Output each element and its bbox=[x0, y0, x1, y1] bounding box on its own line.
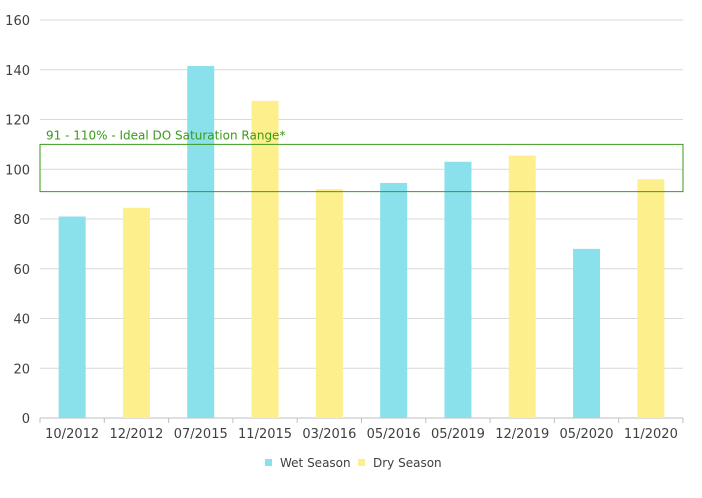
bar-12-2012 bbox=[122, 207, 150, 418]
y-tick-label: 100 bbox=[5, 163, 30, 178]
bar-05-2019 bbox=[444, 161, 472, 418]
ideal-range-label: 91 - 110% - Ideal DO Saturation Range* bbox=[46, 128, 285, 142]
legend: Wet Season Dry Season bbox=[265, 456, 442, 470]
y-tick-label: 80 bbox=[13, 213, 30, 228]
y-tick-label: 20 bbox=[13, 362, 30, 377]
x-tick-label: 12/2012 bbox=[109, 427, 163, 442]
x-tick-label: 03/2016 bbox=[302, 427, 356, 442]
ideal-range-annotation: 91 - 110% - Ideal DO Saturation Range* bbox=[39, 128, 684, 193]
y-tick-label: 160 bbox=[5, 14, 30, 29]
x-axis: 10/2012 12/2012 07/2015 11/2015 03/2016 05/20… bbox=[39, 418, 684, 442]
x-tick-label: 11/2015 bbox=[238, 427, 292, 442]
bar-12-2019 bbox=[508, 155, 536, 418]
bar-03-2016 bbox=[315, 189, 343, 418]
x-tick-label: 05/2020 bbox=[560, 427, 614, 442]
x-tick-label: 05/2019 bbox=[431, 427, 485, 442]
bar-05-2016 bbox=[380, 182, 408, 418]
x-tick-label: 07/2015 bbox=[174, 427, 228, 442]
bar-05-2020 bbox=[573, 248, 601, 418]
bar-10-2012 bbox=[58, 216, 86, 418]
y-axis: 0 20 40 60 80 100 120 140 160 bbox=[5, 14, 30, 427]
y-tick-label: 60 bbox=[13, 263, 30, 278]
y-tick-label: 120 bbox=[5, 114, 30, 129]
legend-swatch-dry bbox=[358, 459, 365, 466]
ideal-range-box bbox=[39, 143, 684, 193]
x-tick-label: 11/2020 bbox=[624, 427, 678, 442]
bar-07-2015 bbox=[187, 66, 215, 419]
y-tick-label: 40 bbox=[13, 313, 30, 328]
y-tick-label: 140 bbox=[5, 64, 30, 79]
legend-label-dry: Dry Season bbox=[373, 456, 442, 470]
bar-11-2015 bbox=[251, 100, 279, 418]
bars bbox=[58, 66, 665, 419]
legend-swatch-wet bbox=[265, 459, 272, 466]
x-tick-label: 10/2012 bbox=[45, 427, 99, 442]
legend-label-wet: Wet Season bbox=[280, 456, 351, 470]
bar-11-2020 bbox=[637, 179, 665, 418]
x-tick-label: 05/2016 bbox=[367, 427, 421, 442]
y-tick-label: 0 bbox=[22, 412, 30, 427]
x-tick-label: 12/2019 bbox=[495, 427, 549, 442]
